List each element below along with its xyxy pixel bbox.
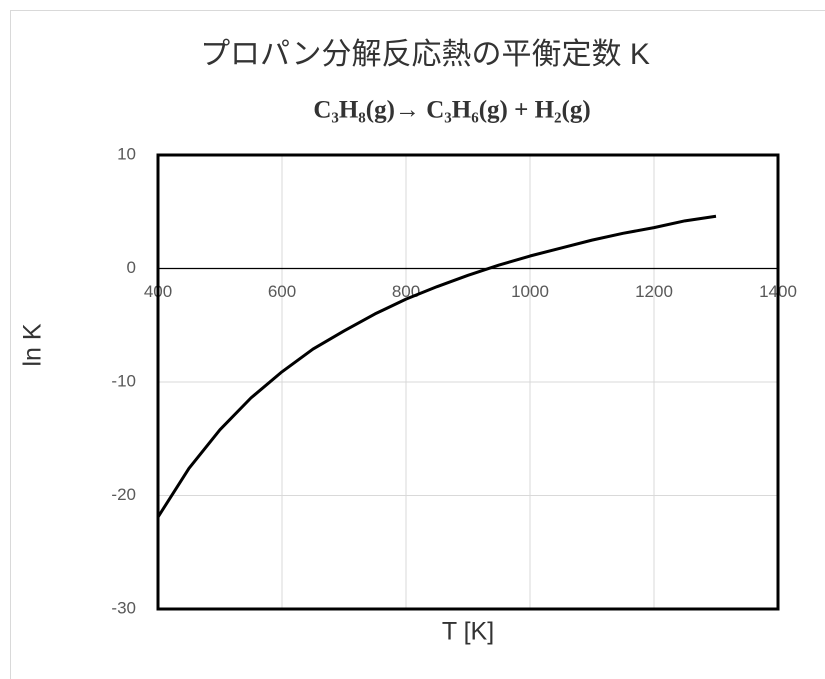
y-tick-label: -10 <box>111 371 136 390</box>
plot-border <box>156 153 780 611</box>
chart-frame <box>10 10 825 679</box>
y-tick-label: 10 <box>117 144 136 163</box>
y-axis-label: ln K <box>19 323 47 366</box>
y-tick-label: 0 <box>127 258 136 277</box>
chart-subtitle: C₃H₈(g)→ C₃H₆(g) + H₂(g) <box>313 97 590 124</box>
x-axis-label: T [K] <box>442 618 494 646</box>
x-tick-label: 1000 <box>511 282 549 301</box>
data-line <box>156 214 717 518</box>
y-tick-label: -20 <box>111 485 136 504</box>
x-tick-label: 1200 <box>635 282 673 301</box>
x-tick-label: 600 <box>268 282 296 301</box>
y-tick-label: -30 <box>111 598 136 617</box>
chart-title: プロパン分解反応熱の平衡定数 K <box>200 38 650 71</box>
